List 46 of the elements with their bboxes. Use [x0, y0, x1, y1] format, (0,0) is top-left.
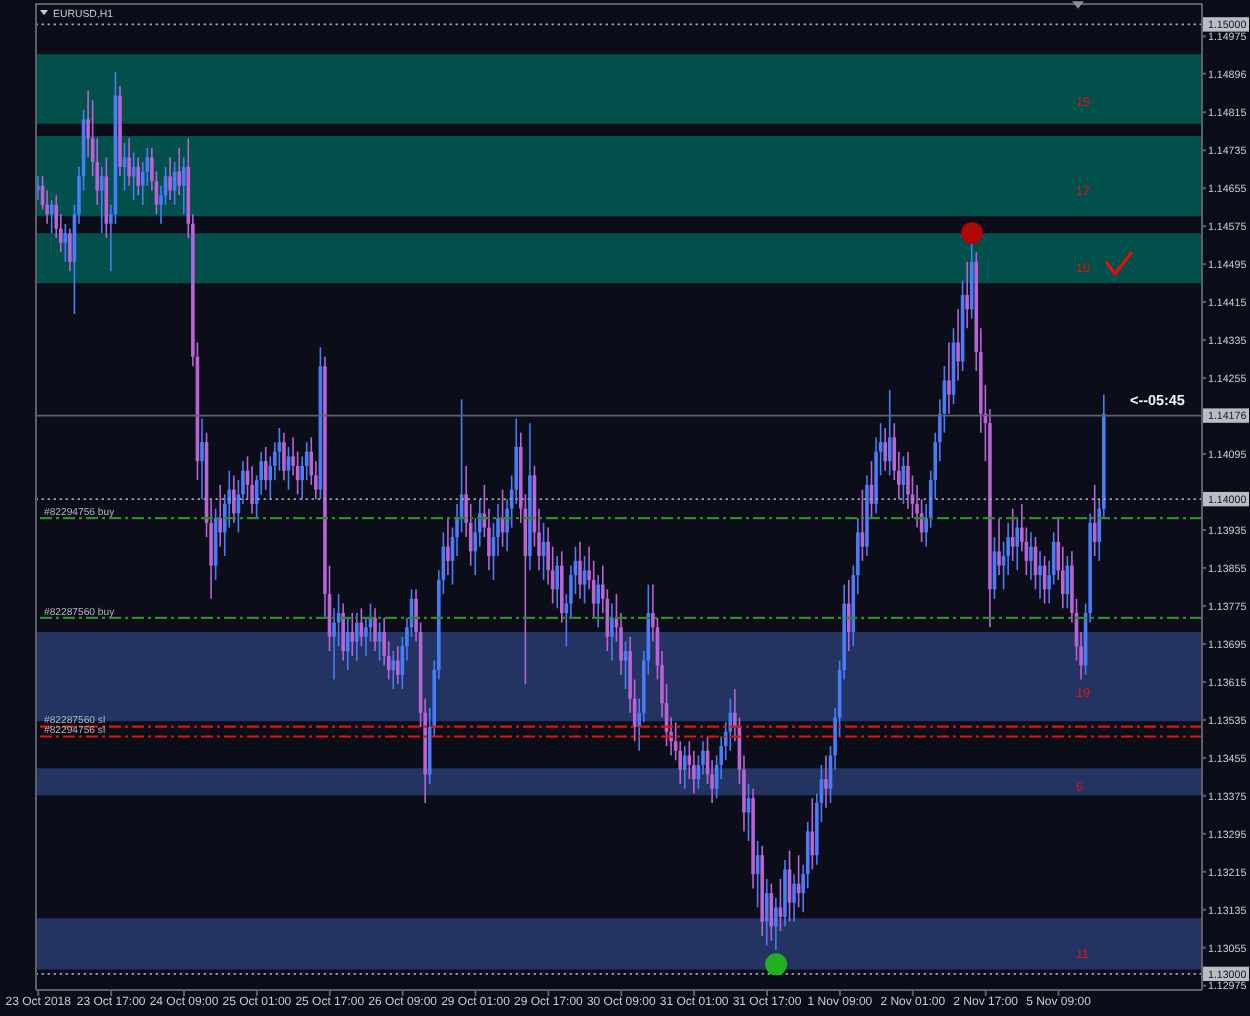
- candlestick: [792, 873, 796, 923]
- candlestick: [596, 574, 601, 629]
- candlestick: [1015, 517, 1020, 572]
- candlestick: [578, 541, 582, 600]
- candlestick: [68, 227, 72, 273]
- candlestick: [177, 147, 181, 197]
- candlestick: [969, 241, 974, 320]
- candlestick: [200, 417, 204, 500]
- candlestick: [168, 156, 172, 201]
- candlestick: [965, 260, 969, 330]
- candlestick: [263, 446, 268, 491]
- candlestick: [341, 602, 345, 662]
- candlestick: [1038, 550, 1042, 600]
- candlestick: [764, 878, 769, 947]
- candlestick: [559, 550, 564, 624]
- candlestick: [446, 517, 450, 576]
- candlestick: [181, 156, 186, 216]
- candlestick: [127, 137, 131, 187]
- candlestick: [99, 166, 104, 235]
- candlestick: [282, 431, 286, 481]
- candlestick: [350, 612, 355, 657]
- candlestick: [997, 517, 1001, 576]
- candlestick: [555, 555, 560, 610]
- candlestick: [1029, 531, 1033, 581]
- candlestick: [1010, 507, 1015, 562]
- candlestick: [232, 474, 236, 524]
- candlestick: [783, 859, 787, 928]
- candlestick: [956, 308, 960, 382]
- candlestick: [810, 797, 815, 871]
- candlestick: [136, 156, 140, 197]
- candlestick: [774, 897, 778, 951]
- candlestick: [883, 427, 887, 472]
- candlestick: [218, 484, 222, 548]
- candlestick: [391, 650, 396, 690]
- candlestick: [947, 341, 951, 415]
- candlestick: [824, 754, 828, 809]
- candlestick: [887, 389, 892, 477]
- candlestick: [373, 607, 377, 652]
- candlestick: [355, 612, 359, 662]
- candlestick: [396, 645, 400, 686]
- candlestick: [682, 745, 687, 790]
- candlestick: [692, 749, 696, 795]
- candlestick: [906, 450, 910, 510]
- candlestick: [610, 602, 614, 662]
- candlestick: [846, 579, 851, 652]
- candlestick: [345, 617, 350, 671]
